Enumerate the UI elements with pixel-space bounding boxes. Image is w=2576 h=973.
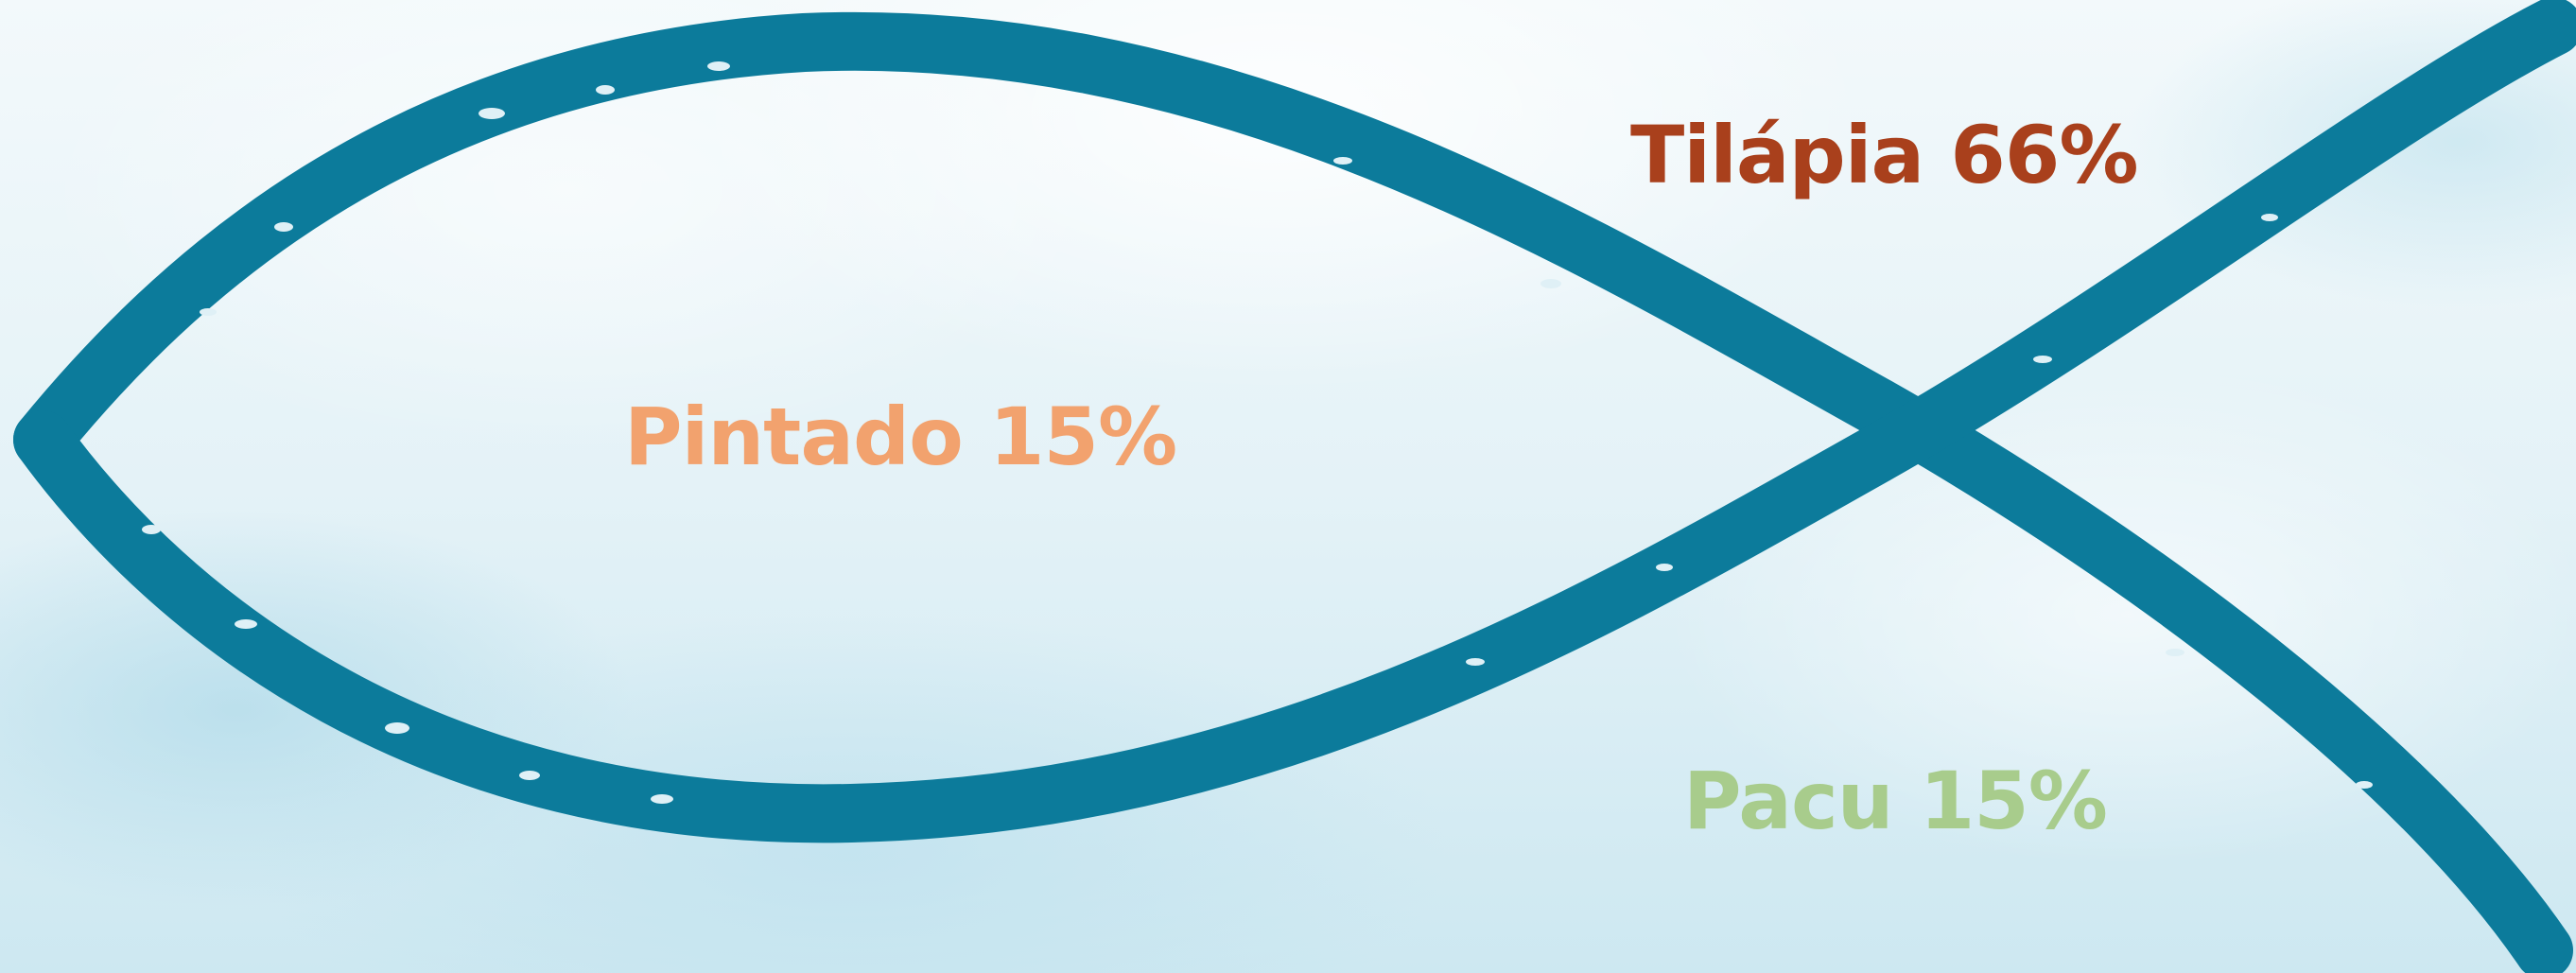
tilapia-label: Tilápia 66% [1630, 109, 2138, 201]
brush-texture [142, 61, 2373, 804]
fish-lower-arc [13, 0, 2576, 843]
pintado-label: Pintado 15% [624, 391, 1177, 483]
fish-upper-arc [13, 11, 2573, 973]
pacu-label: Pacu 15% [1683, 755, 2108, 847]
